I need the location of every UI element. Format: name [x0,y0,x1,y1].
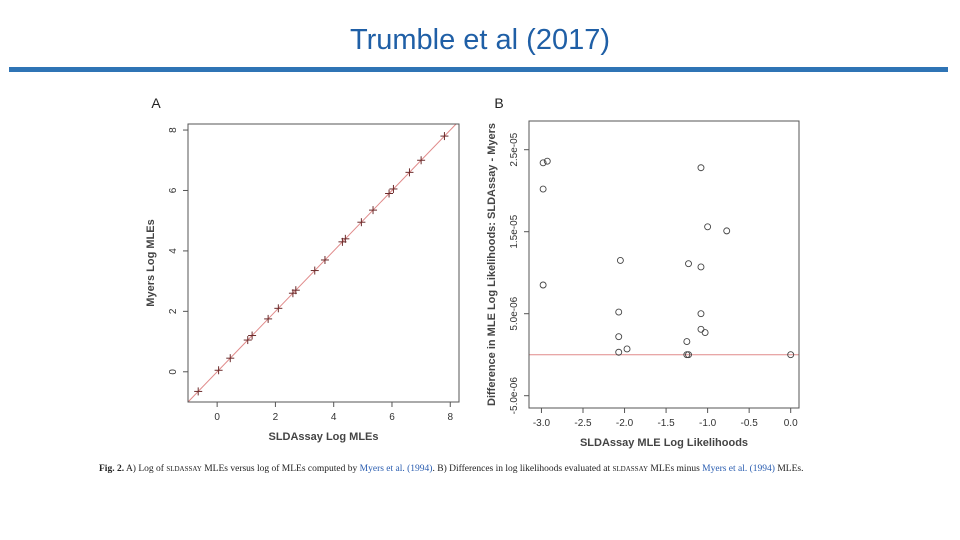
panel-a-data-point [369,206,378,215]
panel-a-data-point [310,266,319,275]
caption-tool-1: sldassay [166,464,202,474]
caption-text-1: A) Log of [125,464,164,474]
panel-b-x-tick-label: -1.5 [657,418,675,429]
panel-b-data-point [543,157,551,165]
panel-b-data-point [623,345,631,353]
panel-b-data-point [685,351,692,359]
slide-title: Trumble et al (2017) [349,24,611,56]
panel-b-data-point [701,329,709,337]
panel-b-data-point [539,281,547,289]
panel-a-x-axis-title: SLDAssay Log MLEs [268,431,378,443]
panel-a-y-tick-label: 2 [168,308,179,314]
panel-a-data-point [405,168,414,177]
caption-text-3: . B) Differences in log likelihoods eval… [432,464,611,474]
panel-a-data-point [357,218,366,227]
panel-b-data-point [685,260,692,268]
panel-a-y-tick-label: 6 [168,187,179,193]
panel-a-reference-line [187,123,457,403]
panel-b-data-point [539,159,547,167]
panel-a-x-tick-label: 6 [389,412,395,423]
panel-b-data-point [616,256,624,264]
panel-b-x-axis-title: SLDAssay MLE Log Likelihoods [580,437,748,449]
panel-b-x-tick-label: -0.5 [741,418,759,429]
panel-b-data-point [615,333,623,341]
panel-a-data-point [274,304,283,313]
panel-b-y-tick-label: -5.0e-06 [509,377,520,415]
panel-b-y-tick-label: 1.5e-05 [509,214,520,248]
panel-b-data-point [704,223,712,231]
panel-a-x-tick-label: 2 [273,412,279,423]
panel-a-data-point [385,189,394,198]
panel-a-y-tick-label: 8 [168,127,179,133]
panel-b-data-point [683,338,691,346]
panel-a-data-point [194,387,203,396]
caption-tool-2: sldassay [612,464,649,474]
panel-a-data-point [320,255,329,264]
panel-a-data-point [226,354,235,363]
panel-b-y-axis-title: Difference in MLE Log Likelihoods: SLDAs… [486,123,498,406]
panel-a-label: A [151,95,161,111]
panel-b-data-point [723,227,731,235]
panel-a-y-tick-label: 0 [168,369,179,375]
caption-text-4: MLEs minus [650,464,700,474]
panel-b-x-tick-label: -2.0 [616,418,634,429]
panel-a-data-point [248,331,257,340]
caption-reference-1[interactable]: Myers et al. (1994) [359,464,433,474]
title-underline [9,67,948,72]
panel-a-y-tick-label: 4 [168,248,179,254]
panel-b-y-tick-label: 2.5e-05 [509,132,520,166]
panel-a-data-point [341,234,350,243]
caption-text-2: MLEs versus log of MLEs computed by [204,464,358,474]
panel-a-y-axis-title: Myers Log MLEs [145,219,157,306]
panel-b-data-point [697,263,705,271]
panel-a-data-point [440,132,449,141]
panel-a-plot-frame [187,123,460,403]
panel-b-data-point [615,308,623,316]
panel-b-y-tick-label: 5.0e-06 [509,296,520,330]
panel-b-x-tick-label: -1.0 [699,418,717,429]
caption-text-5: MLEs. [777,464,804,474]
panel-a-data-point [389,184,398,193]
panel-b-data-point [697,325,705,333]
panel-a-data-point [291,286,300,295]
panel-b-label: B [494,95,503,111]
panel-b-data-point [615,348,623,356]
panel-a-data-point [264,314,273,323]
panel-b-x-tick-label: 0.0 [784,418,798,429]
panel-a-data-point [417,156,426,165]
panel-a-x-tick-label: 4 [331,412,337,423]
panel-b-x-tick-label: -3.0 [533,418,551,429]
panel-b-data-point [787,351,795,359]
panel-a-x-tick-label: 0 [214,412,220,423]
panel-b-plot-frame [528,120,800,409]
figure-caption: Fig. 2. A) Log of sldassay MLEs versus l… [99,463,869,475]
panel-b-x-tick-label: -2.5 [574,418,592,429]
panel-a-data-point [214,366,223,375]
panel-a-x-tick-label: 8 [447,412,453,423]
panel-b-data-point [697,310,705,318]
caption-label: Fig. 2. [99,464,125,474]
panel-b-data-point [697,164,705,172]
panel-a-data-point [243,336,252,345]
panel-b-data-point [539,185,547,193]
caption-reference-2[interactable]: Myers et al. (1994) [702,464,775,474]
